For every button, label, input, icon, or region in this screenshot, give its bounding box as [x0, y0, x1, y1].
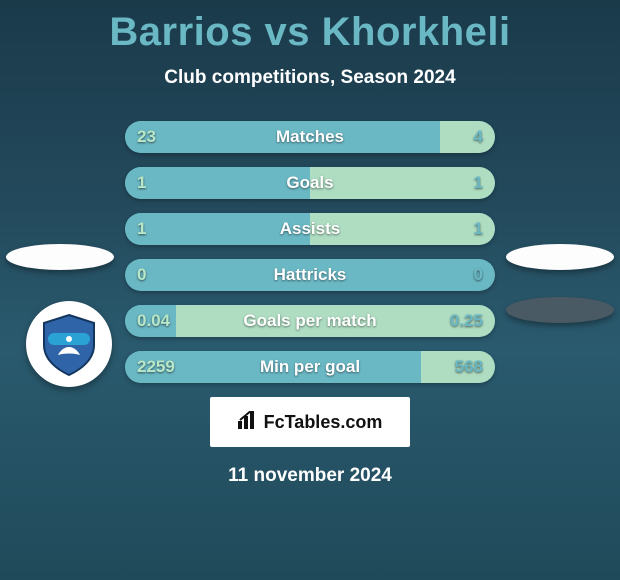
- stat-value-right: 1: [474, 173, 483, 193]
- stat-label: Goals per match: [243, 311, 376, 331]
- branding-badge[interactable]: FcTables.com: [210, 397, 410, 447]
- stat-row: 1 1 Goals: [125, 167, 495, 199]
- stat-value-right: 568: [455, 357, 483, 377]
- bars-icon: [238, 411, 260, 434]
- stats-table: 23 4 Matches 1 1 Goals 1 1 Assists 0 0 Hattricks 0.0…: [0, 121, 620, 383]
- stat-value-left: 1: [137, 219, 146, 239]
- stat-label: Hattricks: [274, 265, 347, 285]
- footer-date: 11 november 2024: [0, 465, 620, 487]
- stat-value-left: 1: [137, 173, 146, 193]
- stat-right-fill: [440, 121, 495, 153]
- stat-right-fill: [310, 167, 495, 199]
- shield-crest-icon: [34, 309, 104, 379]
- stat-label: Min per goal: [260, 357, 360, 377]
- stat-label: Assists: [280, 219, 340, 239]
- stat-row: 0.04 0.25 Goals per match: [125, 305, 495, 337]
- stat-left-fill: [125, 167, 310, 199]
- stat-row: 2259 568 Min per goal: [125, 351, 495, 383]
- stat-value-left: 23: [137, 127, 156, 147]
- stat-label: Matches: [276, 127, 344, 147]
- stat-row: 0 0 Hattricks: [125, 259, 495, 291]
- team-oval-right-2: [506, 297, 614, 323]
- team-oval-left-1: [6, 244, 114, 270]
- page-subtitle: Club competitions, Season 2024: [0, 67, 620, 89]
- team-badge-left: [26, 301, 112, 387]
- branding-label: FcTables.com: [264, 412, 383, 433]
- stat-row: 23 4 Matches: [125, 121, 495, 153]
- stat-row: 1 1 Assists: [125, 213, 495, 245]
- stat-value-right: 4: [474, 127, 483, 147]
- infographic: Barrios vs Khorkheli Club competitions, …: [0, 0, 620, 580]
- stat-value-right: 0: [474, 265, 483, 285]
- stat-value-left: 0: [137, 265, 146, 285]
- stat-label: Goals: [286, 173, 333, 193]
- stat-value-left: 2259: [137, 357, 175, 377]
- page-title: Barrios vs Khorkheli: [0, 10, 620, 55]
- stat-value-right: 0.25: [450, 311, 483, 331]
- stat-value-right: 1: [474, 219, 483, 239]
- stat-value-left: 0.04: [137, 311, 170, 331]
- team-oval-right-1: [506, 244, 614, 270]
